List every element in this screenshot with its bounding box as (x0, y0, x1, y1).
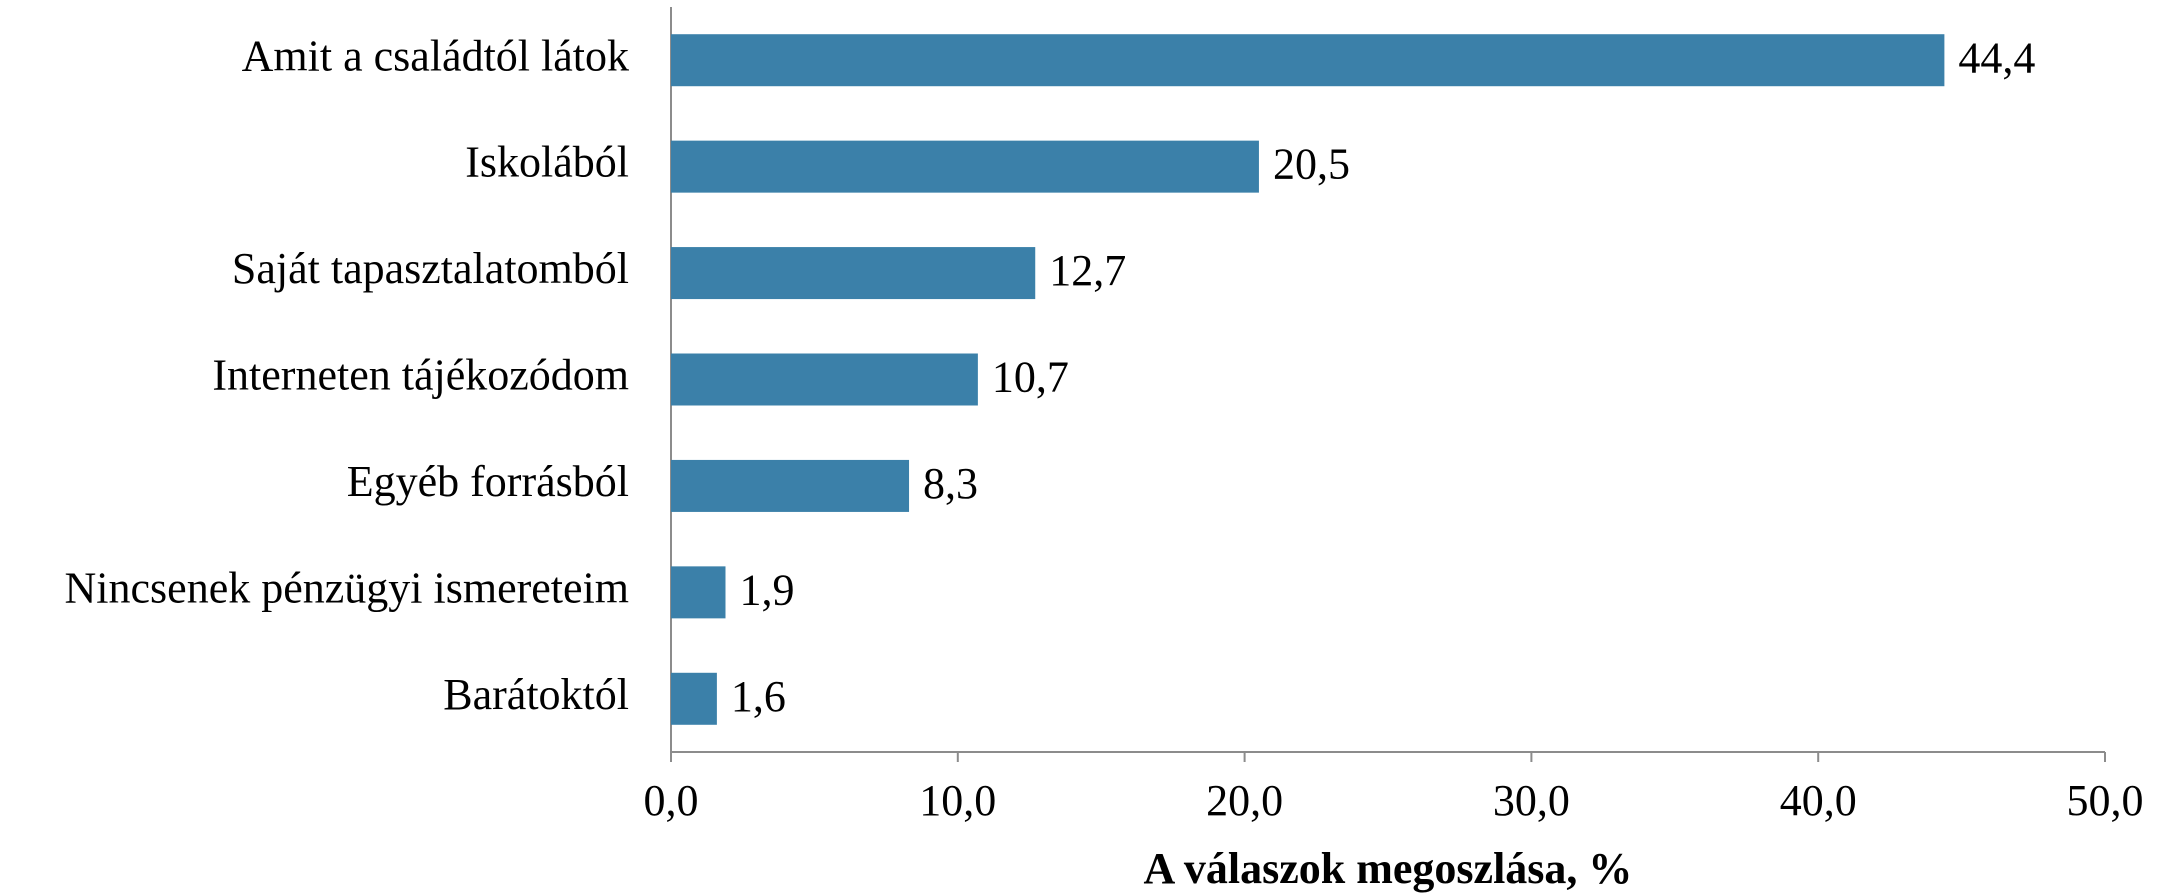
data-label: 20,5 (1273, 140, 1350, 189)
y-tick-label: Egyéb forrásból (347, 457, 629, 506)
y-tick-label: Interneten tájékozódom (212, 351, 629, 400)
bar (671, 34, 1945, 87)
x-tick-label: 0,0 (644, 776, 699, 825)
bar (671, 672, 717, 725)
bar (671, 247, 1036, 300)
data-label: 12,7 (1049, 246, 1126, 295)
y-tick-label: Nincsenek pénzügyi ismereteim (65, 563, 629, 612)
y-tick-label: Saját tapasztalatomból (232, 244, 629, 293)
x-axis-title: A válaszok megoszlása, % (1144, 844, 1633, 893)
x-tick-label: 10,0 (919, 776, 996, 825)
y-tick-label: Barátoktól (443, 670, 629, 719)
x-tick-label: 20,0 (1206, 776, 1283, 825)
x-tick-label: 30,0 (1493, 776, 1570, 825)
data-label: 10,7 (992, 353, 1069, 402)
bar (671, 353, 978, 406)
y-tick-label: Amit a családtól látok (242, 31, 629, 80)
data-label: 1,6 (731, 672, 786, 721)
data-label: 1,9 (739, 565, 794, 614)
x-tick-label: 50,0 (2067, 776, 2144, 825)
data-label: 8,3 (923, 459, 978, 508)
bar (671, 459, 910, 512)
bar (671, 140, 1259, 193)
x-tick-label: 40,0 (1780, 776, 1857, 825)
bar (671, 566, 726, 619)
y-tick-label: Iskolából (465, 138, 629, 187)
data-label: 44,4 (1958, 33, 2035, 82)
